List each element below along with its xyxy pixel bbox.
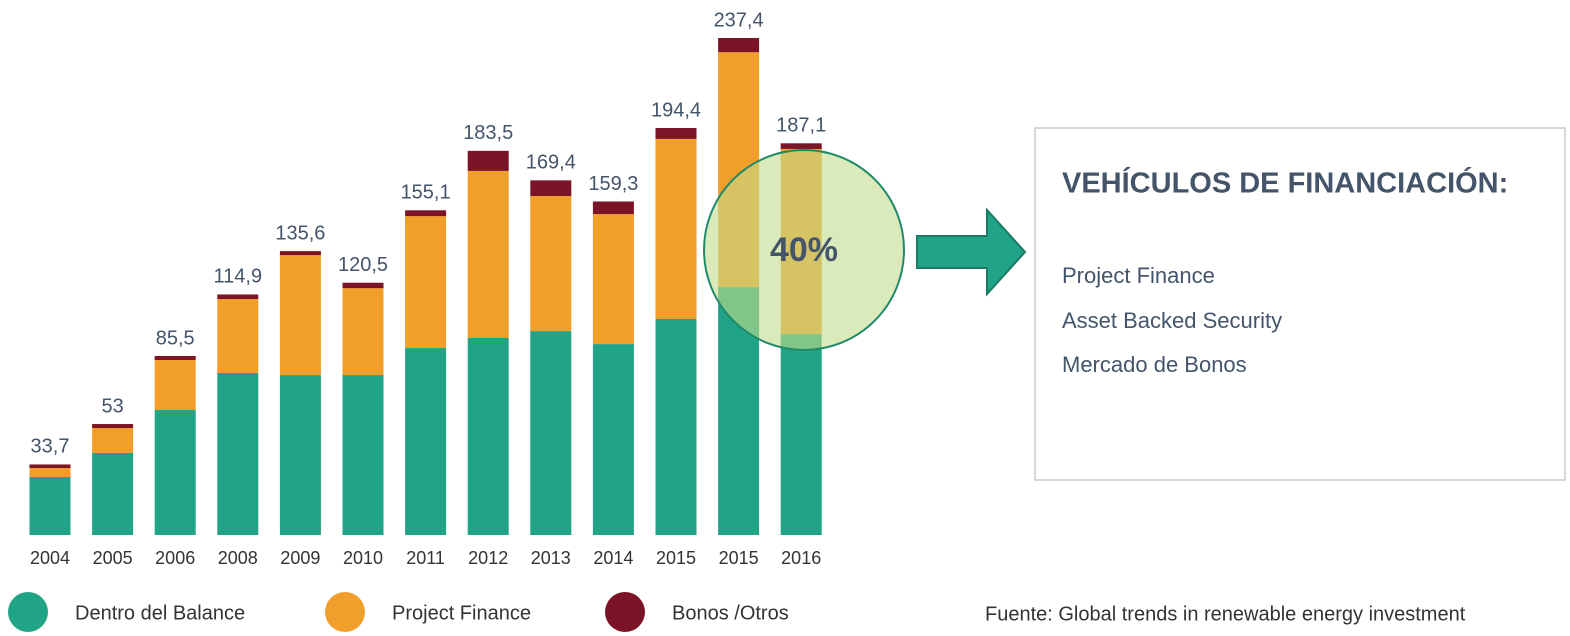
panel-box (1034, 127, 1566, 481)
bar-segment (405, 210, 447, 217)
legend-swatch (605, 592, 645, 632)
bar-segment (154, 359, 196, 411)
legend-swatch (325, 592, 365, 632)
total-label: 237,4 (714, 9, 764, 31)
highlight-circle (703, 149, 905, 351)
x-tick-label: 2015 (656, 548, 696, 568)
bar-segment (530, 331, 572, 535)
bar-segment (92, 452, 134, 535)
total-label: 114,9 (214, 266, 263, 288)
bar-segment (592, 344, 634, 535)
bar-segment (279, 375, 321, 535)
bar-segment (342, 375, 384, 535)
bar-segment (217, 294, 259, 300)
arrow (916, 207, 1027, 297)
bar-segment (467, 338, 509, 535)
bar-segment (342, 282, 384, 289)
panel-item: Project Finance (1062, 263, 1215, 288)
bar-segment (592, 214, 634, 345)
bar-segment (279, 251, 321, 256)
bar-segment (780, 334, 822, 535)
total-label: 135,6 (275, 222, 325, 244)
bar-segment (217, 372, 259, 535)
x-tick-label: 2004 (30, 548, 70, 568)
panel-title: VEHÍCULOS DE FINANCIACIÓN: (1062, 166, 1508, 200)
bar-segment (405, 348, 447, 535)
bar-segment (342, 288, 384, 376)
x-tick-label: 2015 (719, 548, 759, 568)
total-label: 85,5 (156, 327, 195, 349)
total-label: 187,1 (776, 115, 826, 137)
bar-segment (592, 201, 634, 215)
panel-item: Asset Backed Security (1062, 308, 1282, 333)
total-label: 155,1 (401, 182, 451, 204)
x-tick-label: 2009 (280, 548, 320, 568)
bar-segment (92, 424, 134, 429)
bar-segment (154, 356, 196, 360)
x-tick-label: 2005 (93, 548, 133, 568)
bar-segment (718, 38, 760, 53)
x-tick-label: 2013 (531, 548, 571, 568)
total-label: 169,4 (526, 152, 576, 174)
bar-segment (655, 128, 697, 139)
legend-swatch (8, 592, 48, 632)
total-label: 33,7 (31, 436, 70, 458)
bar-segment (92, 428, 134, 453)
x-tick-label: 2006 (155, 548, 195, 568)
source: Fuente: Global trends in renewable energ… (985, 603, 1466, 625)
bar-segment (405, 216, 447, 349)
bar-segment (467, 170, 509, 339)
bar-segment (29, 468, 71, 478)
bar-segment (530, 180, 572, 197)
x-tick-label: 2012 (468, 548, 508, 568)
bar-segment (655, 318, 697, 535)
total-label: 183,5 (463, 122, 513, 144)
x-tick-label: 2010 (343, 548, 383, 568)
total-label: 120,5 (338, 254, 388, 276)
bar-segment (279, 255, 321, 376)
legend-label: Dentro del Balance (75, 602, 245, 624)
legend-label: Bonos /Otros (672, 602, 789, 624)
bar-segment (530, 196, 572, 332)
total-label: 159,3 (588, 173, 638, 195)
bar-segment (154, 410, 196, 535)
x-tick-label: 2011 (406, 548, 445, 568)
total-label: 53 (101, 395, 123, 417)
x-tick-label: 2016 (781, 548, 821, 568)
x-tick-label: 2014 (593, 548, 633, 568)
bar-segment (655, 138, 697, 319)
x-tick-label: 2008 (218, 548, 258, 568)
bar-segment (29, 464, 71, 469)
bar-segment (780, 143, 822, 149)
panel-item: Mercado de Bonos (1062, 352, 1247, 377)
bar-segment (467, 150, 509, 171)
bar-segment (29, 477, 71, 535)
bar-segment (217, 299, 259, 373)
annotation: 40% (770, 231, 838, 269)
legend-label: Project Finance (392, 602, 531, 624)
total-label: 194,4 (651, 99, 701, 121)
bars (29, 38, 822, 535)
